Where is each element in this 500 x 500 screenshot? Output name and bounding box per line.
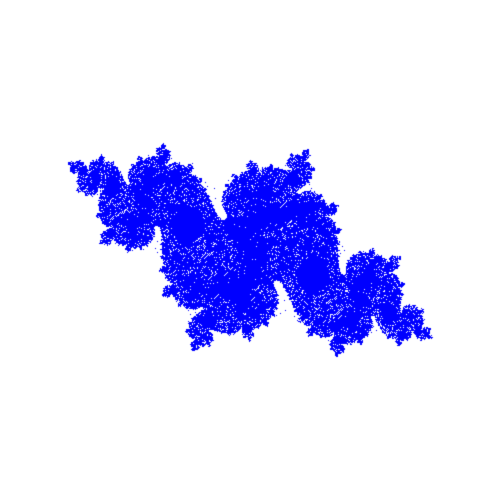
- fractal-figure: [0, 0, 500, 500]
- julia-set-canvas: [0, 0, 500, 500]
